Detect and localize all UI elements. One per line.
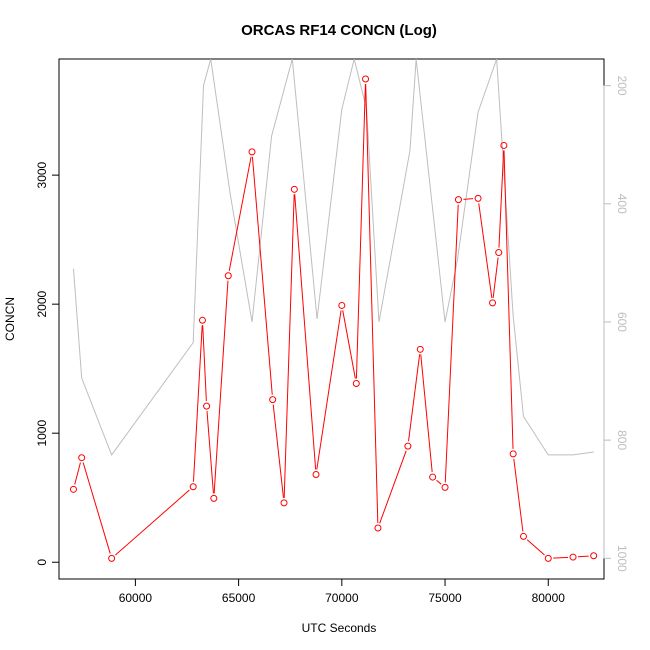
series-segment bbox=[492, 257, 499, 298]
series-segment bbox=[478, 203, 493, 298]
data-point bbox=[108, 554, 116, 562]
y2-tick-label: 800 bbox=[615, 430, 629, 450]
data-point bbox=[78, 454, 86, 462]
series-segment bbox=[228, 156, 252, 271]
x-axis-label: UTC Seconds bbox=[302, 621, 377, 635]
series-segment bbox=[316, 310, 342, 470]
series-segment bbox=[213, 280, 229, 494]
y-axis-label: CONCN bbox=[3, 297, 17, 341]
data-point bbox=[495, 249, 503, 257]
data-point bbox=[489, 299, 497, 307]
series-segment bbox=[577, 555, 589, 558]
data-point bbox=[509, 450, 517, 458]
right-axis-series bbox=[72, 59, 594, 456]
series-segment bbox=[503, 150, 514, 449]
series-segment bbox=[294, 194, 317, 470]
series-segment bbox=[463, 198, 474, 200]
series-segment bbox=[206, 411, 214, 494]
x-axis: 60000 65000 70000 75000 80000 bbox=[119, 578, 566, 605]
series-segment bbox=[272, 404, 284, 498]
data-point bbox=[280, 499, 288, 507]
data-point bbox=[374, 524, 382, 532]
series-segment bbox=[82, 462, 111, 554]
series-segment bbox=[74, 462, 81, 485]
data-point bbox=[590, 552, 598, 560]
data-point bbox=[312, 470, 320, 478]
series-segment bbox=[408, 354, 421, 442]
data-point bbox=[290, 185, 298, 193]
right-series-line bbox=[72, 59, 594, 456]
x-tick-label: 70000 bbox=[325, 591, 359, 605]
data-point bbox=[569, 553, 577, 561]
series-segment bbox=[444, 204, 459, 483]
concn-series bbox=[69, 75, 598, 562]
y2-tick-label: 1000 bbox=[615, 545, 629, 572]
data-point bbox=[429, 473, 437, 481]
data-point bbox=[404, 442, 412, 450]
series-segment bbox=[498, 150, 505, 248]
series-segment bbox=[202, 325, 207, 402]
data-point bbox=[248, 148, 256, 156]
x-tick-label: 60000 bbox=[119, 591, 153, 605]
data-point bbox=[362, 75, 370, 83]
data-point bbox=[416, 345, 424, 353]
series-segment bbox=[526, 539, 545, 556]
y2-tick-label: 600 bbox=[615, 312, 629, 332]
data-point bbox=[352, 380, 360, 388]
series-segment bbox=[192, 325, 203, 482]
data-point bbox=[69, 485, 77, 493]
y2-tick-label: 400 bbox=[615, 194, 629, 214]
y-tick-label: 1000 bbox=[35, 420, 49, 447]
x-tick-label: 65000 bbox=[222, 591, 256, 605]
data-point bbox=[474, 194, 482, 202]
series-segment bbox=[115, 489, 190, 556]
chart-title: ORCAS RF14 CONCN (Log) bbox=[241, 22, 437, 39]
data-point bbox=[441, 483, 449, 491]
data-point bbox=[198, 316, 206, 324]
data-point bbox=[544, 554, 552, 562]
y-tick-label: 3000 bbox=[35, 161, 49, 188]
data-point bbox=[210, 494, 218, 502]
series-segment bbox=[355, 83, 366, 379]
series-segment bbox=[420, 354, 433, 473]
data-point bbox=[338, 301, 346, 309]
series-segment bbox=[513, 458, 524, 532]
series-segment bbox=[379, 450, 407, 524]
series-segment bbox=[553, 556, 569, 559]
y2-tick-label: 200 bbox=[615, 76, 629, 96]
series-segment bbox=[365, 83, 379, 524]
data-point bbox=[269, 396, 277, 404]
data-point bbox=[454, 196, 462, 204]
data-point bbox=[224, 272, 232, 280]
series-segment bbox=[342, 310, 356, 379]
series-segment bbox=[251, 156, 273, 395]
x-tick-label: 75000 bbox=[428, 591, 462, 605]
data-point bbox=[500, 141, 508, 149]
plot-area bbox=[58, 58, 605, 580]
y-tick-label: 0 bbox=[35, 559, 49, 566]
data-point bbox=[519, 532, 527, 540]
x-tick-label: 80000 bbox=[532, 591, 566, 605]
data-point bbox=[203, 402, 211, 410]
data-point bbox=[189, 483, 197, 491]
y-axis-right: 200 400 600 800 1000 bbox=[603, 76, 629, 572]
y-axis-left: 0 1000 2000 3000 bbox=[35, 161, 60, 566]
series-segment bbox=[283, 194, 295, 498]
y-tick-label: 2000 bbox=[35, 290, 49, 317]
series-segment bbox=[436, 479, 442, 485]
